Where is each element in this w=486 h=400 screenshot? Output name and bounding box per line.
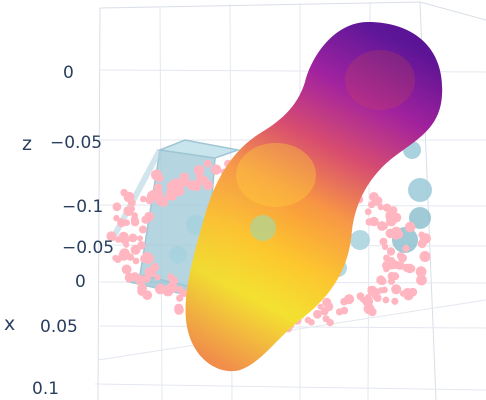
pink-point [344,294,355,305]
z-tick-label: 0 [63,63,74,83]
pink-point [179,172,190,183]
pink-point [169,276,178,286]
pink-point [150,262,160,272]
pink-point [356,292,365,301]
pink-point [389,206,398,215]
pink-point [121,264,132,275]
pink-point [415,266,427,278]
pink-point [123,191,135,203]
z-tick-label: −0.05 [50,133,102,153]
pink-point [106,231,117,242]
pink-point [386,247,396,256]
pink-point [202,179,214,191]
pink-point [376,275,386,285]
pink-point [144,211,155,222]
pink-point [152,170,162,180]
pink-point [140,195,147,203]
pink-point [119,248,130,259]
pink-point [121,235,130,245]
pink-point [117,218,127,228]
pink-point [193,165,205,176]
pink-point [373,294,382,302]
pink-point [176,294,184,302]
pink-point [304,316,312,324]
blue-spheres [169,141,432,277]
pink-point [385,228,396,239]
x-tick-label: 0.1 [32,379,59,399]
pink-point [391,297,399,305]
x-tick-label: 0 [75,272,86,292]
pink-point [113,215,120,222]
pink-point [155,190,164,198]
pink-point [123,206,134,217]
pink-point [391,284,402,295]
pink-point [140,254,149,263]
pink-point [404,221,416,233]
pink-point [313,309,322,319]
pink-point [373,288,381,296]
pink-point [137,241,146,250]
pink-point [387,257,396,265]
pink-point [124,272,135,283]
pink-point [369,192,379,202]
pink-point [137,235,143,242]
pink-point [326,318,334,327]
pink-point [395,261,405,270]
pink-point [168,190,175,197]
pink-point [417,239,427,249]
pink-point [174,303,184,313]
plasma-surface [185,22,443,372]
pink-point [396,252,405,260]
pink-point [379,237,388,246]
pink-point [340,306,349,315]
pink-point [402,244,410,253]
pink-point [130,218,140,227]
pink-point [391,272,400,281]
pink-point [210,164,222,175]
pink-point [419,251,431,262]
pink-point [114,255,122,264]
x-tick-label: 0.05 [40,317,78,337]
pink-point [394,230,404,239]
z-axis: z 0 −0.05 −0.1 [22,63,103,217]
pink-point [368,307,377,317]
pink-point [382,296,390,304]
pink-point [377,221,387,231]
pink-point [186,180,197,191]
pink-point [364,208,372,216]
pink-point [154,274,161,281]
pink-point [404,263,415,274]
pink-point [139,225,147,234]
pink-point [369,216,379,227]
pink-point [128,233,138,243]
pink-point [112,202,122,212]
x-axis: x −0.05 0 0.05 0.1 [4,238,114,399]
pink-point [137,286,147,296]
pink-point [386,216,397,227]
pink-point [132,257,140,265]
pink-point [203,159,212,168]
x-tick-label: −0.05 [62,238,114,258]
pink-point [317,303,324,310]
pink-point [399,290,407,297]
pink-point [135,274,146,286]
pink-point [153,183,163,192]
pink-point [176,286,184,294]
pink-point [171,178,182,189]
pink-point [145,195,155,205]
x-axis-title: x [4,313,15,335]
pink-point [365,293,372,301]
pink-point [324,302,334,311]
z-tick-label: −0.1 [62,197,103,217]
pink-point [158,197,169,207]
inner-sphere [250,215,276,241]
pink-point [387,277,395,285]
pink-point [416,274,427,286]
pink-point [418,231,426,239]
z-axis-title: z [22,133,32,155]
